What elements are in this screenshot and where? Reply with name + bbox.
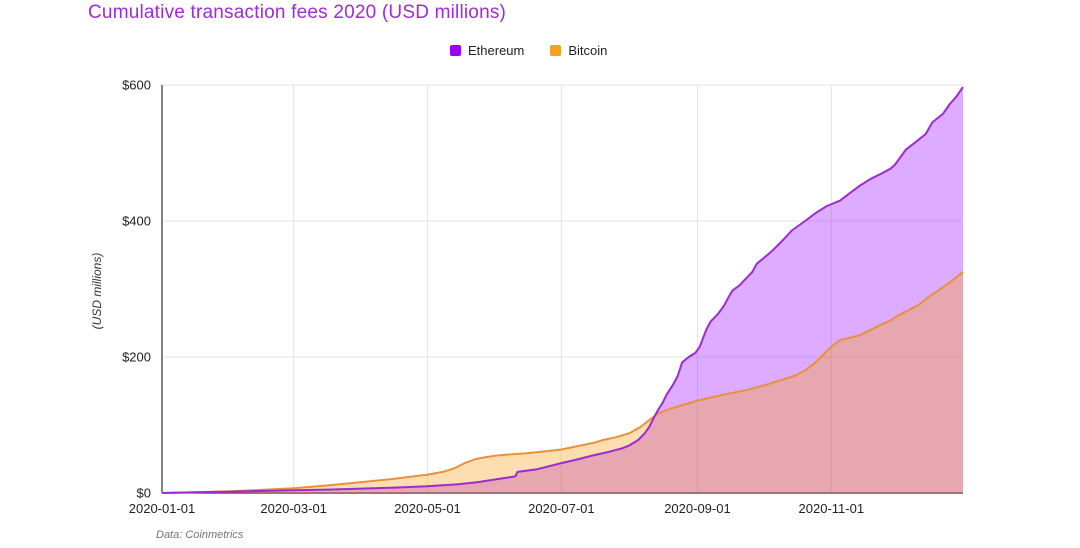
- legend-item-ethereum: Ethereum: [450, 43, 524, 58]
- x-tick-label: 2020-11-01: [799, 501, 865, 516]
- y-tick-label: $0: [137, 486, 151, 501]
- legend-item-bitcoin: Bitcoin: [550, 43, 607, 58]
- x-tick-label: 2020-05-01: [394, 501, 461, 516]
- y-tick-label: $400: [122, 214, 151, 229]
- legend-swatch-bitcoin-icon: [550, 45, 562, 56]
- x-tick-label: 2020-09-01: [664, 501, 731, 516]
- legend-swatch-ethereum-icon: [450, 45, 461, 56]
- legend-label-bitcoin: Bitcoin: [568, 43, 608, 58]
- chart-title: Cumulative transaction fees 2020 (USD mi…: [88, 2, 507, 23]
- series-line-bitcoin: [161, 271, 964, 494]
- series-area-ethereum: [162, 87, 963, 493]
- x-tick-label: 2020-01-01: [129, 501, 196, 516]
- x-tick-label: 2020-03-01: [260, 501, 327, 516]
- series-line-ethereum: [161, 86, 964, 494]
- y-tick-label: $200: [122, 350, 151, 365]
- series-area-bitcoin: [162, 272, 963, 493]
- x-tick-label: 2020-07-01: [528, 501, 595, 516]
- legend: Ethereum Bitcoin: [450, 43, 607, 58]
- y-tick-label: $600: [122, 78, 151, 93]
- legend-label-ethereum: Ethereum: [468, 43, 525, 58]
- data-source-note: Data: Coinmetrics: [156, 529, 244, 541]
